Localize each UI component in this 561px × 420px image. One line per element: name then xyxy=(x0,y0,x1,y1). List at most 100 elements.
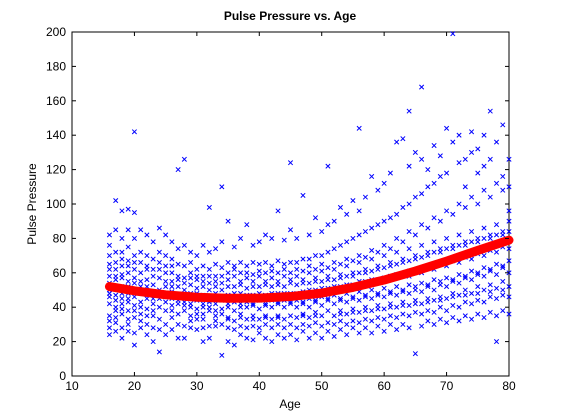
data-point xyxy=(238,259,244,266)
y-tick-label: 200 xyxy=(46,25,66,39)
data-point xyxy=(506,294,512,300)
data-point xyxy=(256,316,262,322)
data-point xyxy=(487,235,493,241)
data-point xyxy=(163,332,169,338)
data-point xyxy=(487,289,493,295)
data-point xyxy=(369,308,375,314)
data-point xyxy=(306,232,312,238)
data-point xyxy=(325,163,331,169)
data-point xyxy=(456,132,462,138)
data-point xyxy=(337,297,343,303)
data-point xyxy=(350,325,356,331)
data-point xyxy=(300,299,306,305)
data-point xyxy=(119,296,125,302)
data-point xyxy=(244,263,250,269)
data-point xyxy=(156,266,162,272)
data-point xyxy=(506,156,512,162)
data-point xyxy=(487,309,493,315)
data-point xyxy=(106,266,113,272)
data-point xyxy=(500,292,506,298)
data-point xyxy=(256,239,262,245)
data-point xyxy=(456,292,462,298)
data-point xyxy=(125,296,131,302)
data-point xyxy=(125,206,131,212)
data-point xyxy=(331,313,337,319)
data-point xyxy=(262,335,269,341)
data-point xyxy=(144,313,150,319)
data-point xyxy=(406,228,412,235)
data-point xyxy=(450,211,456,217)
data-point xyxy=(468,194,475,200)
data-point xyxy=(337,275,343,281)
data-point xyxy=(269,339,275,345)
data-point xyxy=(206,323,212,329)
data-point xyxy=(206,304,212,310)
data-point xyxy=(381,285,387,291)
data-point xyxy=(481,265,487,271)
data-point xyxy=(375,249,381,255)
data-point xyxy=(300,328,306,334)
data-point xyxy=(188,304,194,310)
x-tick-label: 60 xyxy=(377,379,391,393)
data-point xyxy=(287,313,294,319)
data-point xyxy=(200,339,206,345)
data-point xyxy=(294,235,300,241)
data-point xyxy=(262,232,269,238)
data-point xyxy=(419,222,425,228)
data-point xyxy=(437,153,443,159)
data-point xyxy=(362,270,368,276)
data-point xyxy=(206,280,212,286)
data-point xyxy=(493,313,500,319)
data-point xyxy=(419,311,425,317)
data-point xyxy=(412,256,418,262)
data-point xyxy=(200,263,206,269)
data-point xyxy=(281,261,287,267)
data-point xyxy=(356,330,362,336)
data-point xyxy=(169,302,175,309)
data-point xyxy=(200,316,206,322)
data-point xyxy=(462,292,468,298)
data-point xyxy=(256,325,262,331)
data-point xyxy=(506,208,512,214)
data-point xyxy=(169,284,175,290)
data-point xyxy=(450,277,456,283)
data-point xyxy=(325,222,331,228)
data-point xyxy=(394,327,400,333)
fit-line xyxy=(104,235,514,303)
data-point xyxy=(444,125,450,131)
data-point xyxy=(387,321,393,327)
data-point xyxy=(300,256,306,262)
data-point xyxy=(138,259,144,266)
data-point xyxy=(138,227,144,233)
data-point xyxy=(169,278,175,284)
data-point xyxy=(337,327,343,333)
data-point xyxy=(344,321,350,327)
data-point xyxy=(375,323,381,329)
data-point xyxy=(119,263,125,269)
data-point xyxy=(250,278,256,284)
data-point xyxy=(262,321,269,327)
data-point xyxy=(256,284,262,290)
data-point xyxy=(281,284,287,290)
data-point xyxy=(381,253,387,259)
data-point xyxy=(169,314,175,321)
data-point xyxy=(138,318,144,324)
data-point xyxy=(131,314,137,321)
data-point xyxy=(106,313,113,319)
data-point xyxy=(400,259,406,266)
data-point xyxy=(194,316,200,322)
data-point xyxy=(119,235,125,241)
data-point xyxy=(462,275,468,281)
data-point xyxy=(400,204,406,210)
data-point xyxy=(506,218,512,224)
data-point xyxy=(506,258,512,264)
data-point xyxy=(163,253,169,259)
data-point xyxy=(462,287,468,293)
data-point xyxy=(300,301,306,307)
data-point xyxy=(450,314,456,321)
data-point xyxy=(331,218,337,224)
data-point xyxy=(450,294,456,300)
data-point xyxy=(306,314,312,321)
data-point xyxy=(425,299,431,305)
